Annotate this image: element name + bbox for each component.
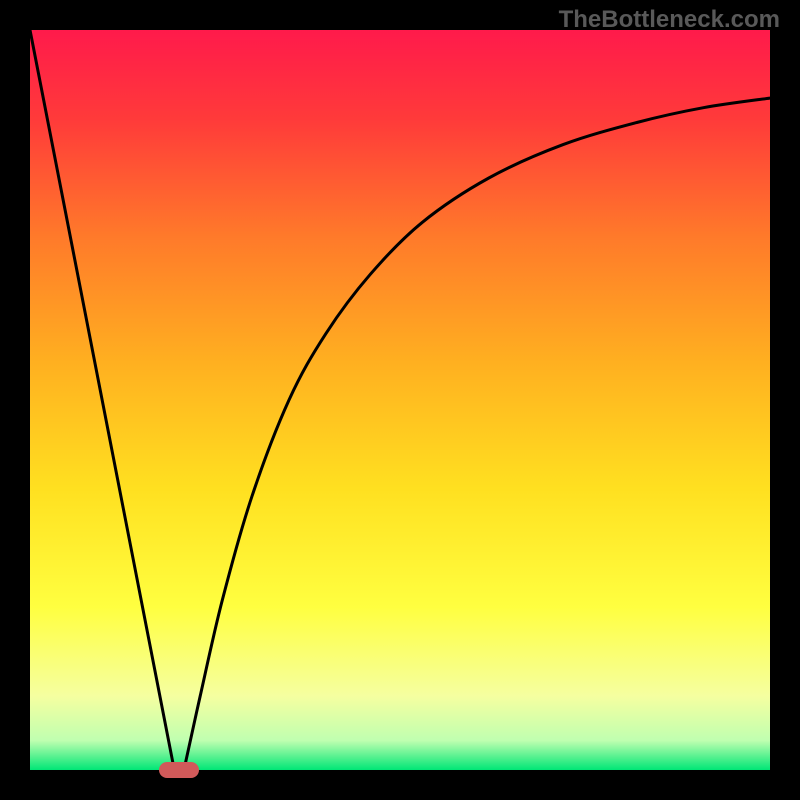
plot-svg <box>30 30 770 770</box>
bottleneck-marker <box>159 762 199 778</box>
chart-container: TheBottleneck.com <box>0 0 800 800</box>
gradient-background <box>30 30 770 770</box>
watermark-text: TheBottleneck.com <box>559 6 780 34</box>
plot-area <box>30 30 770 770</box>
